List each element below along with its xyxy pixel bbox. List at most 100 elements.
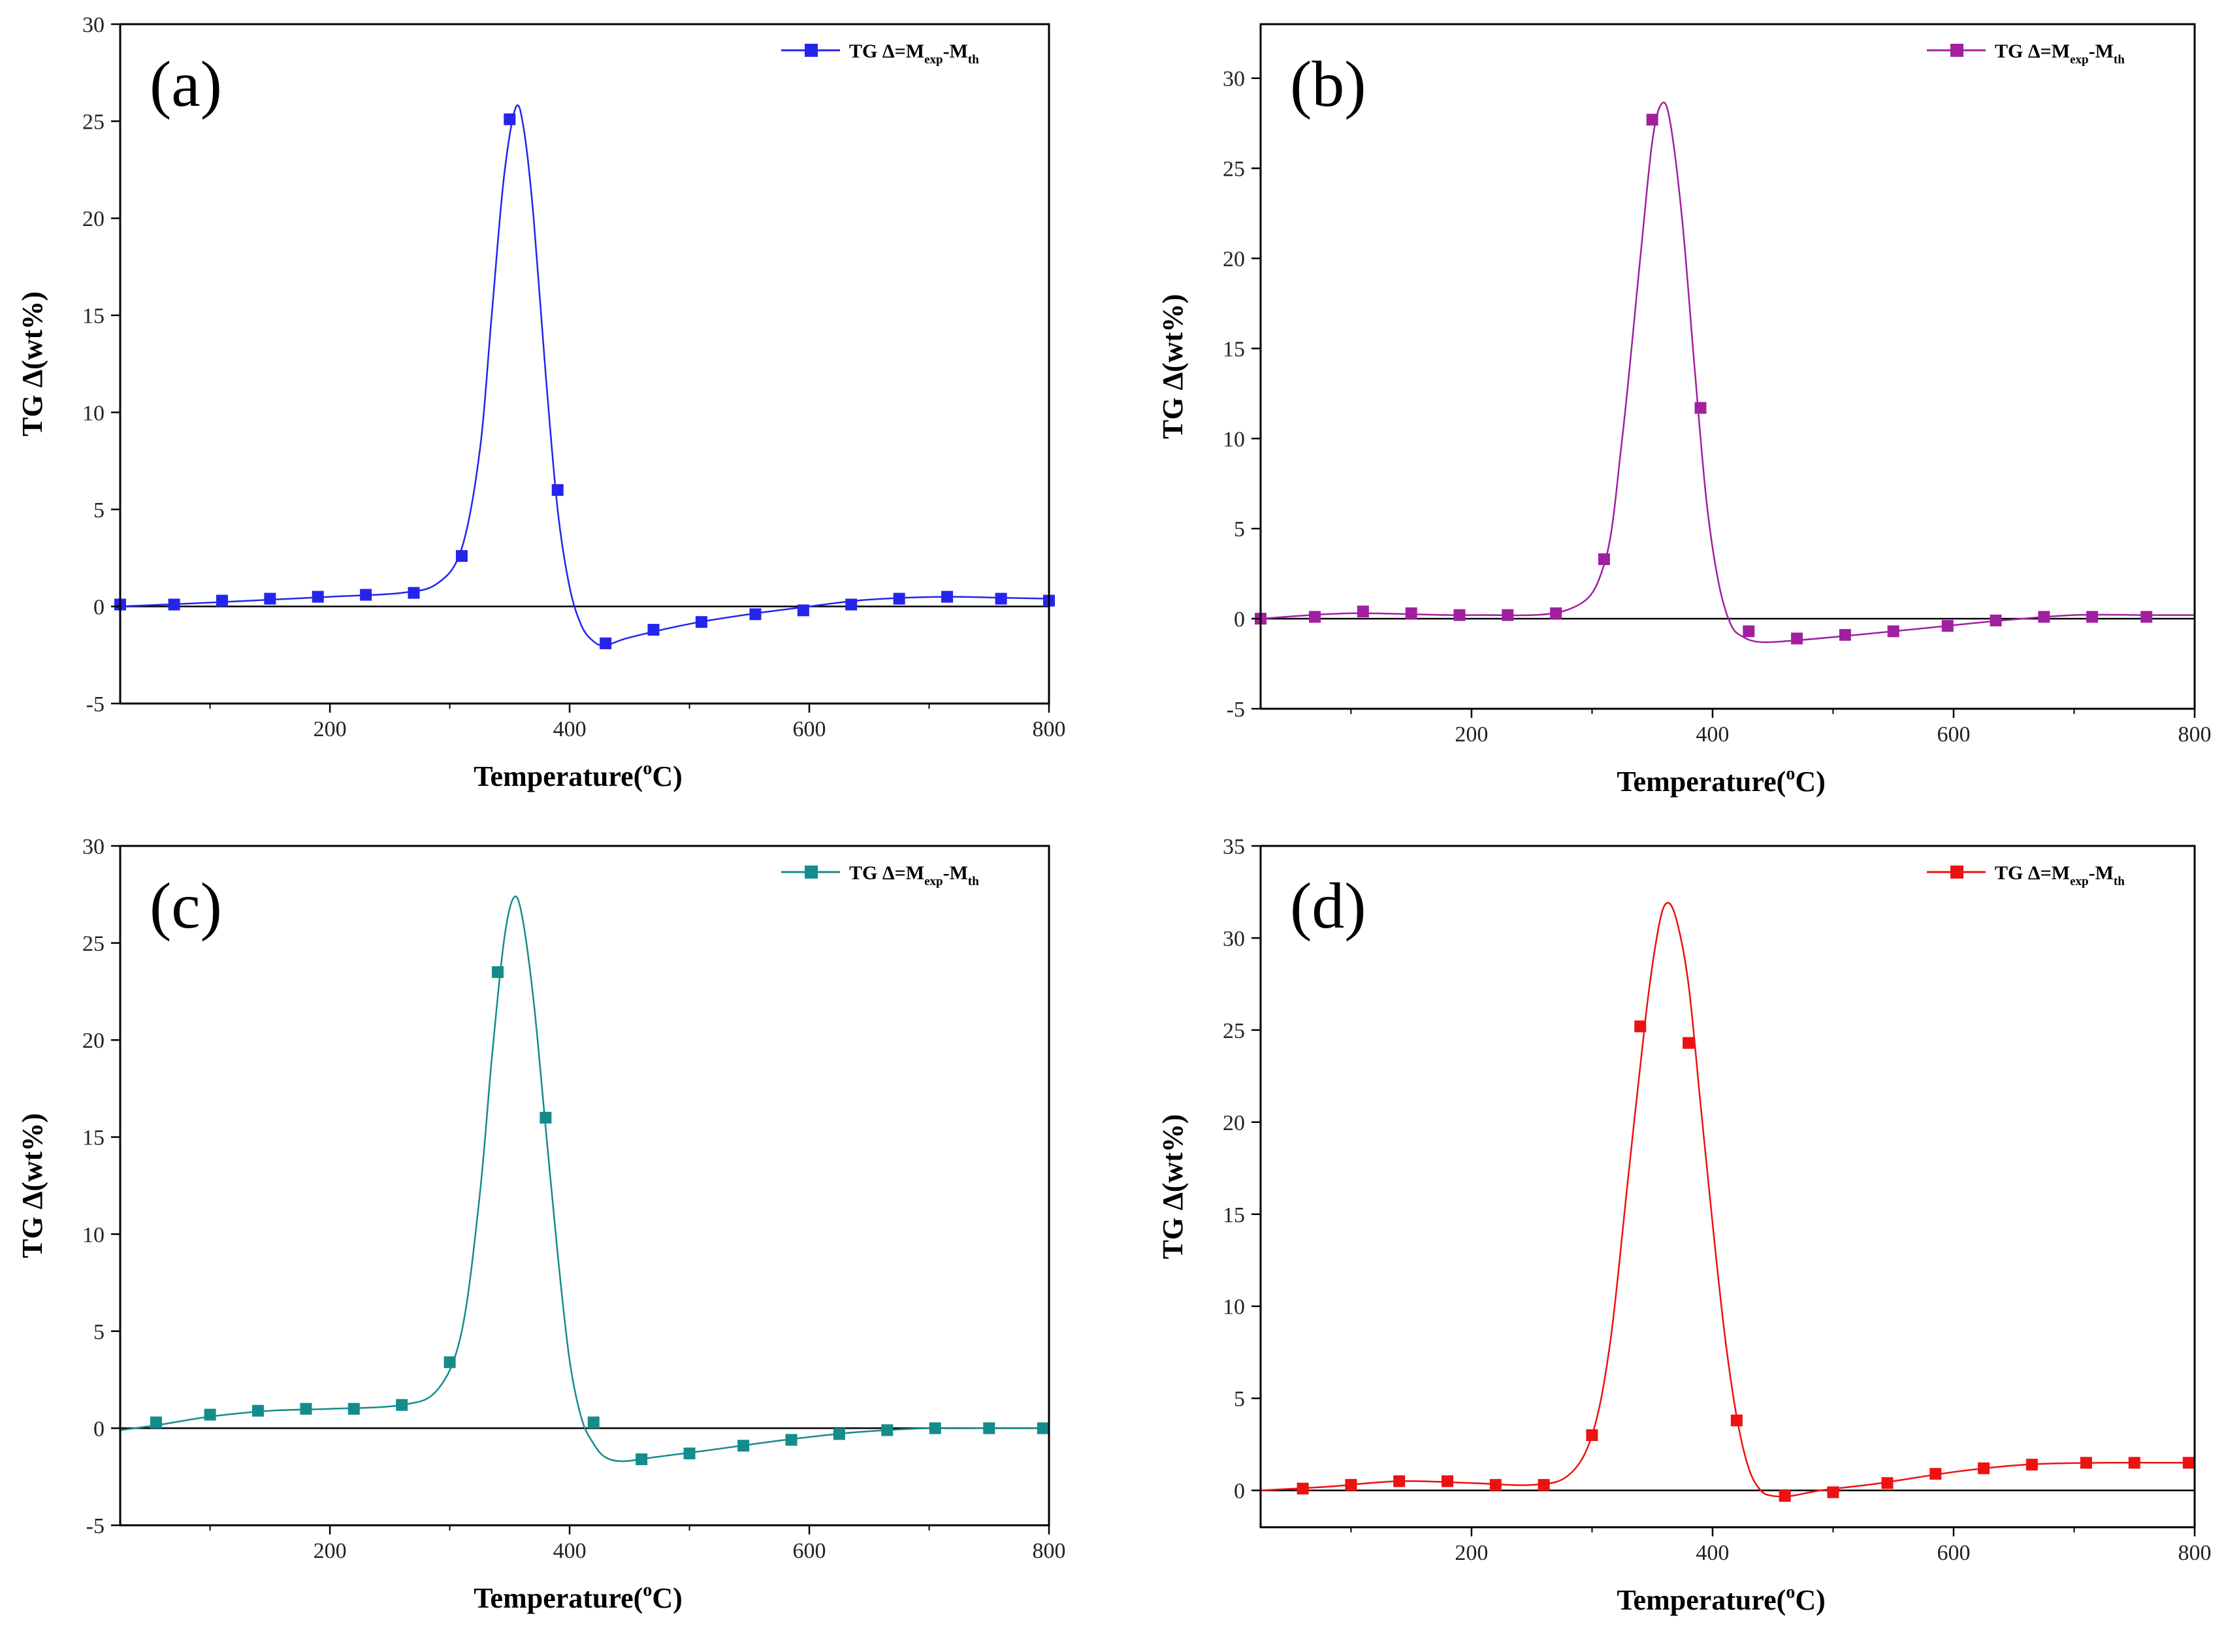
data-point bbox=[647, 624, 660, 636]
y-tick-label: 20 bbox=[1223, 248, 1245, 272]
plot-frame bbox=[119, 23, 1050, 705]
y-tick-label: 15 bbox=[1223, 337, 1245, 361]
y-axis-title: TG Δ(wt%) bbox=[1157, 294, 1189, 439]
data-point bbox=[683, 1448, 696, 1460]
legend-label: TG Δ=Mexp-Mth bbox=[849, 862, 979, 888]
y-tick-label: 0 bbox=[1234, 607, 1245, 632]
data-point bbox=[587, 1416, 600, 1429]
y-tick-label: 25 bbox=[1223, 1019, 1245, 1043]
y-tick-label: -5 bbox=[1227, 698, 1245, 722]
data-point bbox=[2080, 1457, 2092, 1469]
data-point bbox=[1881, 1477, 1894, 1489]
chart-panel-3: 200 400 600 800 0 5 10 15 20 25 30 35 Temperature(oC… bbox=[1157, 835, 2212, 1616]
data-point bbox=[312, 591, 324, 603]
fit-curve bbox=[120, 104, 1050, 647]
y-tick-label: 10 bbox=[1223, 427, 1245, 451]
data-point bbox=[491, 966, 504, 979]
x-axis-title: Temperature(oC) bbox=[1617, 764, 1826, 798]
data-point bbox=[1827, 1486, 1839, 1498]
x-tick-label: 200 bbox=[314, 717, 347, 741]
data-point bbox=[1791, 632, 1803, 645]
data-point bbox=[695, 616, 707, 628]
x-tick-label: 400 bbox=[1696, 722, 1729, 747]
legend-label: TG Δ=Mexp-Mth bbox=[849, 40, 979, 67]
x-tick-label: 800 bbox=[2178, 722, 2212, 747]
panel-label: (a) bbox=[150, 48, 222, 120]
y-tick-label: 10 bbox=[82, 1223, 105, 1247]
data-point bbox=[360, 589, 372, 601]
data-point bbox=[1037, 1422, 1049, 1434]
data-point bbox=[444, 1356, 456, 1369]
data-point bbox=[1442, 1475, 1453, 1487]
data-point bbox=[1887, 625, 1899, 638]
fit-curve bbox=[120, 895, 1049, 1463]
data-point bbox=[1357, 606, 1369, 618]
x-tick-label: 800 bbox=[2178, 1541, 2212, 1565]
x-tick-label: 600 bbox=[1937, 1541, 1970, 1565]
x-tick-label: 200 bbox=[1455, 722, 1488, 747]
y-tick-label: 20 bbox=[1223, 1111, 1245, 1135]
y-tick-label: 5 bbox=[1234, 517, 1245, 542]
data-point bbox=[1730, 1414, 1743, 1427]
x-tick-label: 200 bbox=[314, 1539, 347, 1563]
y-tick-label: -5 bbox=[86, 1514, 105, 1538]
data-point bbox=[929, 1422, 941, 1434]
data-point bbox=[983, 1422, 995, 1434]
y-tick-label: 20 bbox=[82, 207, 105, 231]
y-tick-label: 30 bbox=[82, 13, 105, 37]
y-tick-label: 10 bbox=[82, 401, 105, 425]
y-tick-label: 0 bbox=[93, 595, 105, 619]
y-tick-label: 30 bbox=[82, 835, 105, 859]
data-point bbox=[1297, 1482, 1309, 1495]
chart-panel-2: 200 400 600 800 -5 0 5 10 15 20 25 30 Temperature(oC… bbox=[16, 835, 1066, 1614]
data-point bbox=[797, 604, 809, 617]
data-point bbox=[995, 592, 1007, 605]
data-point bbox=[600, 637, 612, 649]
data-point bbox=[1453, 609, 1466, 621]
legend-marker bbox=[1950, 866, 1963, 879]
data-point bbox=[833, 1428, 845, 1440]
y-tick-label: 30 bbox=[1223, 67, 1245, 91]
data-point bbox=[1309, 611, 1321, 623]
x-axis-title: Temperature(oC) bbox=[474, 758, 683, 792]
data-point bbox=[2086, 611, 2099, 623]
data-point bbox=[1550, 607, 1562, 619]
x-tick-label: 400 bbox=[553, 1539, 587, 1563]
x-axis-title: Temperature(oC) bbox=[1617, 1582, 1826, 1616]
data-point bbox=[264, 592, 276, 605]
data-point bbox=[204, 1408, 216, 1421]
data-point bbox=[845, 598, 858, 611]
data-point bbox=[737, 1440, 750, 1452]
y-tick-label: 0 bbox=[1234, 1480, 1245, 1504]
data-point bbox=[2182, 1457, 2195, 1469]
data-point bbox=[1929, 1468, 1942, 1480]
legend-marker bbox=[805, 44, 818, 57]
y-tick-label: 15 bbox=[1223, 1203, 1245, 1227]
x-tick-label: 600 bbox=[793, 717, 826, 741]
y-tick-label: 15 bbox=[82, 1126, 105, 1150]
data-point bbox=[504, 113, 516, 125]
data-point bbox=[252, 1404, 265, 1417]
data-point bbox=[1779, 1490, 1791, 1502]
data-point bbox=[1990, 614, 2002, 626]
data-point bbox=[1405, 607, 1417, 619]
data-point bbox=[881, 1424, 894, 1436]
chart-panel-1: 200 400 600 800 -5 0 5 10 15 20 25 30 Temperature(oC… bbox=[1157, 23, 2212, 798]
x-tick-label: 600 bbox=[793, 1539, 826, 1563]
chart-panel-0: 200 400 600 800 -5 0 5 10 15 20 25 30 Temperature(oC… bbox=[16, 13, 1066, 792]
data-point bbox=[300, 1402, 312, 1415]
x-tick-label: 800 bbox=[1033, 1539, 1066, 1563]
data-point bbox=[1694, 402, 1707, 414]
y-tick-label: 10 bbox=[1223, 1295, 1245, 1320]
y-tick-label: 25 bbox=[1223, 157, 1245, 182]
data-point bbox=[749, 608, 762, 621]
data-point bbox=[2038, 611, 2050, 623]
y-axis-title: TG Δ(wt%) bbox=[16, 291, 48, 436]
x-tick-label: 200 bbox=[1455, 1541, 1488, 1565]
data-point bbox=[893, 592, 905, 605]
data-point bbox=[2128, 1457, 2140, 1469]
y-tick-label: 5 bbox=[93, 498, 105, 523]
y-tick-label: 15 bbox=[82, 304, 105, 329]
fit-curve bbox=[1260, 101, 2195, 643]
data-point bbox=[2140, 611, 2153, 623]
